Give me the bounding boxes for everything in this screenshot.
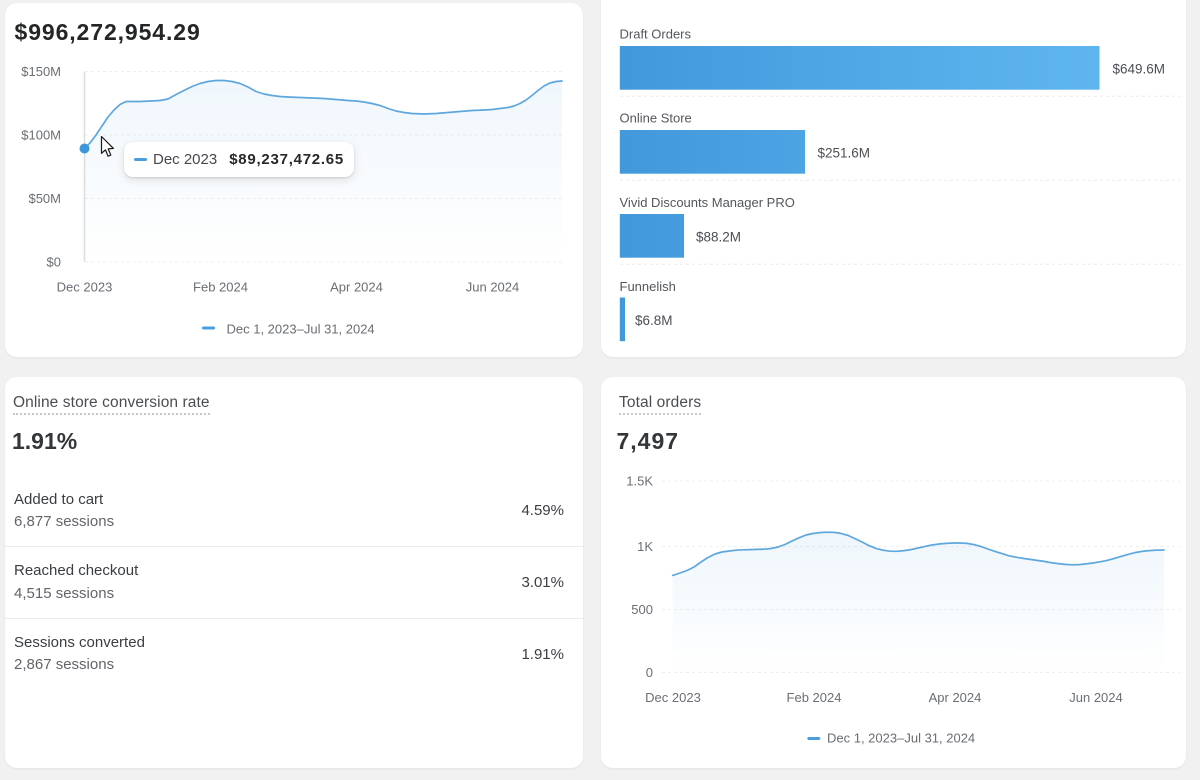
svg-text:Feb 2024: Feb 2024 [193, 280, 248, 295]
svg-text:$251.6M: $251.6M [818, 146, 871, 161]
svg-text:Jun 2024: Jun 2024 [466, 280, 520, 295]
svg-text:$649.6M: $649.6M [1113, 62, 1166, 77]
svg-text:$50M: $50M [28, 191, 61, 206]
svg-text:Online Store: Online Store [620, 111, 692, 126]
svg-text:Apr 2024: Apr 2024 [929, 690, 982, 705]
svg-text:Dec 1, 2023–Jul 31, 2024: Dec 1, 2023–Jul 31, 2024 [827, 731, 975, 746]
svg-text:Vivid Discounts Manager PRO: Vivid Discounts Manager PRO [620, 195, 795, 210]
svg-text:Draft Orders: Draft Orders [620, 27, 692, 42]
svg-text:$88.2M: $88.2M [696, 230, 741, 245]
svg-text:Funnelish: Funnelish [620, 279, 676, 294]
svg-text:$0: $0 [47, 255, 61, 270]
svg-text:0: 0 [646, 665, 653, 680]
svg-text:Apr 2024: Apr 2024 [330, 280, 383, 295]
svg-text:Feb 2024: Feb 2024 [787, 690, 842, 705]
svg-text:Dec 2023: Dec 2023 [57, 280, 113, 295]
svg-text:Jun 2024: Jun 2024 [1069, 690, 1123, 705]
svg-text:$6.8M: $6.8M [635, 313, 673, 328]
svg-text:Dec 1, 2023–Jul 31, 2024: Dec 1, 2023–Jul 31, 2024 [227, 322, 375, 337]
svg-text:500: 500 [631, 602, 653, 617]
svg-text:Dec 2023: Dec 2023 [645, 690, 701, 705]
svg-text:1.5K: 1.5K [626, 474, 653, 489]
svg-text:$150M: $150M [21, 64, 61, 79]
svg-text:1K: 1K [637, 539, 653, 554]
svg-text:$100M: $100M [21, 128, 61, 143]
